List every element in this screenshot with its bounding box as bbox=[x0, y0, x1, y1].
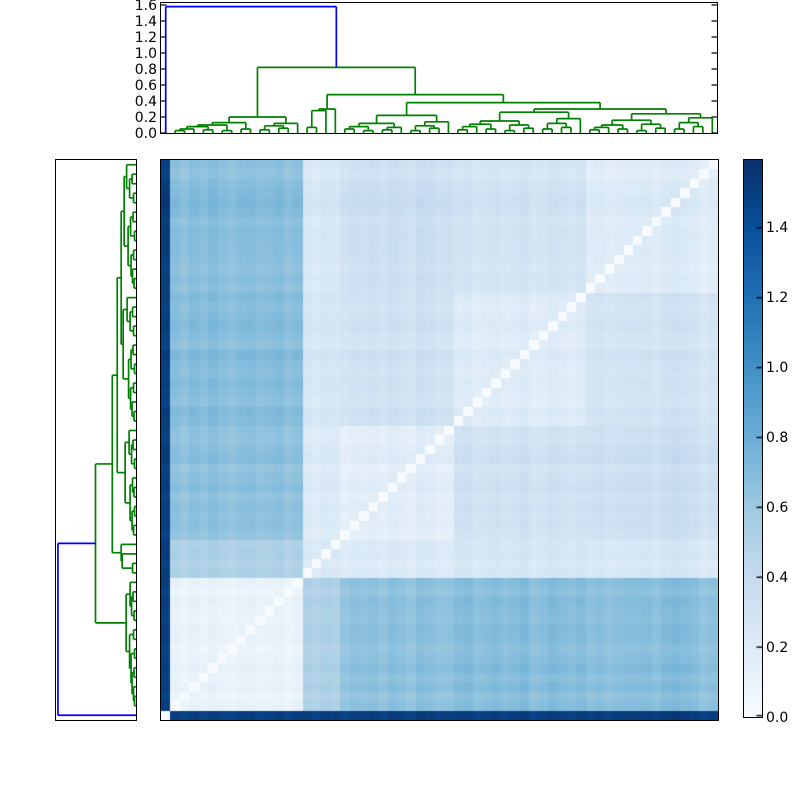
colorbar-tick-label: 1.2 bbox=[766, 290, 789, 306]
colorbar-tick-label: 0.4 bbox=[766, 570, 789, 586]
colorbar-tick-label: 1.0 bbox=[766, 360, 789, 376]
distance-matrix-axes bbox=[160, 159, 719, 721]
column-dendrogram-axes bbox=[160, 2, 718, 134]
column-dendrogram-tick-label: 0.4 bbox=[134, 94, 157, 110]
colorbar-gradient bbox=[744, 160, 762, 717]
column-dendrogram-tick-label: 1.6 bbox=[134, 0, 157, 14]
column-dendrogram-plot bbox=[161, 4, 717, 133]
colorbar bbox=[743, 159, 763, 718]
colorbar-tick-label: 0.2 bbox=[766, 640, 789, 656]
row-dendrogram-axes bbox=[55, 159, 137, 721]
column-dendrogram-tick-label: 0.8 bbox=[134, 62, 157, 78]
colorbar-tick-label: 0.8 bbox=[766, 430, 789, 446]
distance-matrix-heatmap bbox=[161, 160, 718, 720]
column-dendrogram-tick-label: 0.2 bbox=[134, 110, 157, 126]
column-dendrogram-tick-label: 0.6 bbox=[134, 78, 157, 94]
colorbar-tick-label: 0.6 bbox=[766, 500, 789, 516]
colorbar-tick-label: 0.0 bbox=[766, 710, 789, 726]
column-dendrogram-tick-label: 1.0 bbox=[134, 46, 157, 62]
colorbar-tick-label: 1.4 bbox=[766, 220, 789, 236]
column-dendrogram-tick-label: 1.4 bbox=[134, 14, 157, 30]
column-dendrogram-tick-label: 1.2 bbox=[134, 30, 157, 46]
row-dendrogram-plot bbox=[57, 163, 136, 717]
column-dendrogram-tick-label: 0.0 bbox=[134, 126, 157, 142]
